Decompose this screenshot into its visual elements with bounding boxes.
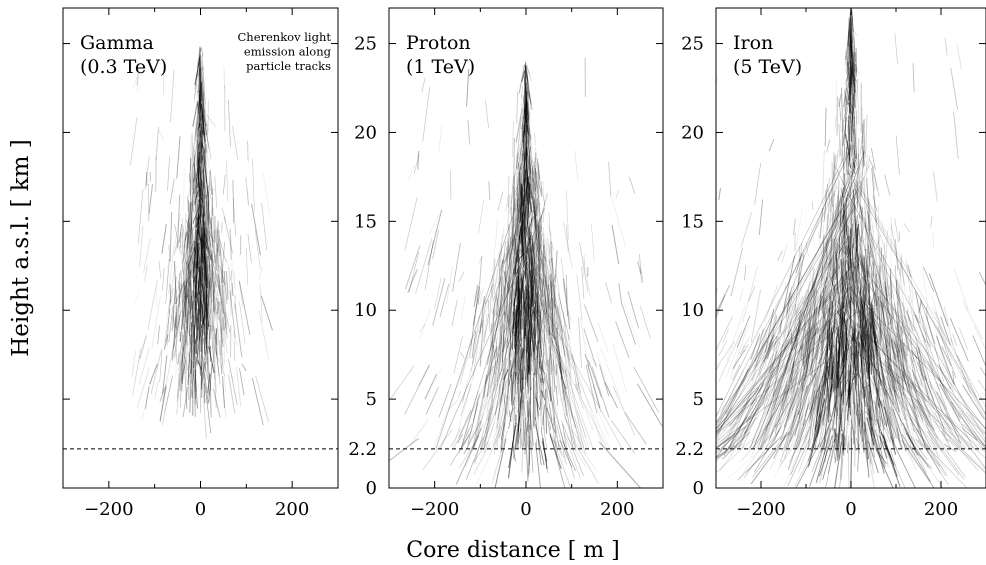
- panel-1: −200 0 200 0 2.2 5 10 15 20 25 Proton(1 TeV): [348, 7, 664, 520]
- x-tick-label: 0: [195, 499, 206, 520]
- x-tick-label: 200: [924, 499, 958, 520]
- x-tick-label: 0: [520, 499, 531, 520]
- y-tick-label: 15: [354, 211, 377, 232]
- y-tick-label: 10: [681, 300, 704, 321]
- y-tick-label: 2.2: [675, 439, 704, 460]
- y-tick-label: 10: [354, 300, 377, 321]
- x-axis-label: Core distance [ m ]: [406, 538, 620, 563]
- y-tick-label: 15: [681, 211, 704, 232]
- y-tick-label: 0: [693, 478, 704, 499]
- shower-tracks: [389, 57, 663, 488]
- x-tick-label: 200: [275, 499, 309, 520]
- panel-0: −200 0 200 Gamma(0.3 TeV): [62, 7, 339, 520]
- y-tick-label: 0: [366, 478, 377, 499]
- panel-title: (0.3 TeV): [80, 56, 167, 78]
- cherenkov-annotation: emission along: [244, 45, 332, 59]
- y-tick-label: 25: [681, 34, 704, 55]
- panel-title: Gamma: [80, 32, 154, 54]
- shower-tracks: [130, 46, 274, 439]
- panel-title: (5 TeV): [733, 56, 802, 78]
- y-tick-label: 20: [681, 122, 704, 143]
- y-tick-label: 2.2: [348, 439, 377, 460]
- y-tick-label: 5: [693, 389, 704, 410]
- x-tick-label: 0: [845, 499, 856, 520]
- cherenkov-annotation: particle tracks: [246, 59, 331, 73]
- x-tick-label: 200: [600, 499, 634, 520]
- x-tick-label: −200: [736, 499, 785, 520]
- shower-tracks: [716, 8, 986, 488]
- y-tick-label: 20: [354, 122, 377, 143]
- panel-title: Iron: [733, 32, 773, 54]
- x-tick-label: −200: [410, 499, 459, 520]
- panel-2: −200 0 200 0 2.2 5 10 15 20 25 Iron(5 TeV): [675, 7, 986, 520]
- cherenkov-annotation: Cherenkov light: [237, 30, 331, 44]
- y-tick-label: 5: [366, 389, 377, 410]
- panel-title: (1 TeV): [406, 56, 475, 78]
- y-tick-label: 25: [354, 34, 377, 55]
- x-tick-label: −200: [84, 499, 133, 520]
- y-axis-label: Height a.s.l. [ km ]: [8, 139, 34, 357]
- panel-title: Proton: [406, 32, 471, 54]
